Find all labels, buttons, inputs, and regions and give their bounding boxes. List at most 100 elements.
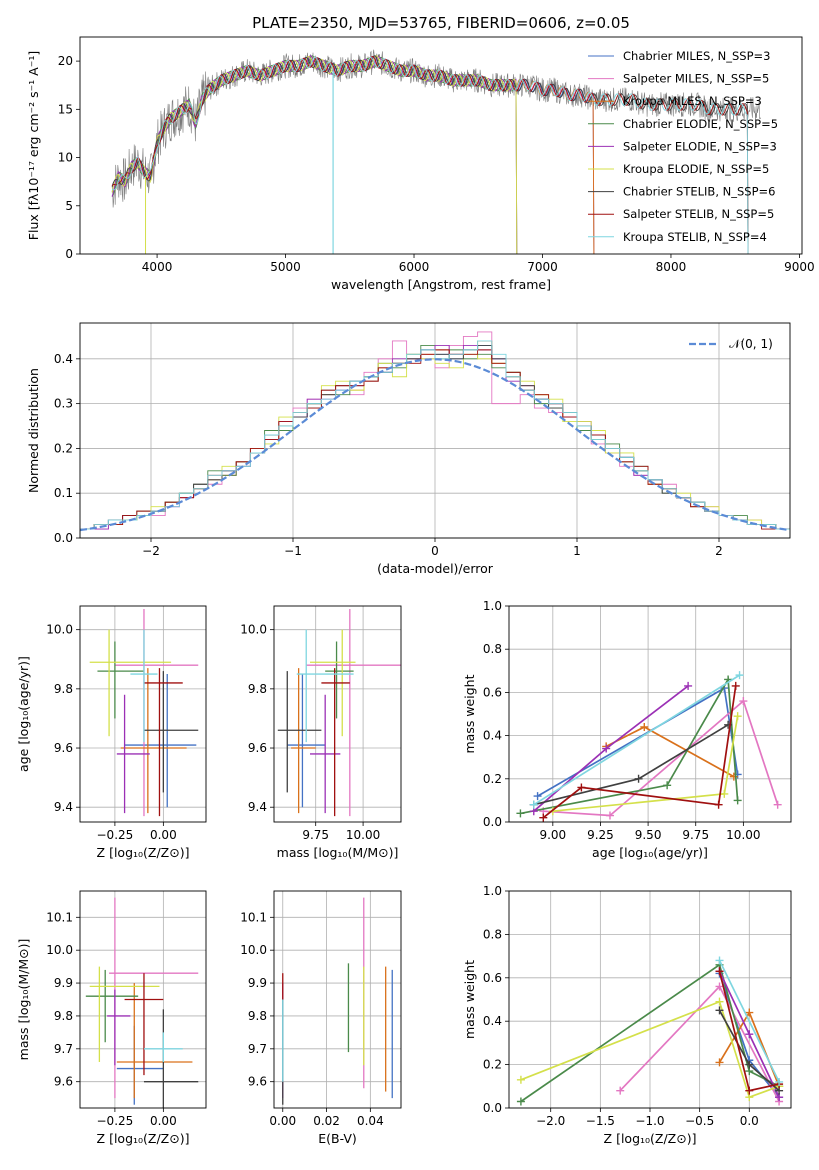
y-axis-label: Normed distribution xyxy=(26,368,41,493)
panel-mass_vs_Z: −0.25 0.00 9.6 9.7 9.8 9.9 10.0 10.1 Z [log₁₀(Z/… xyxy=(16,890,207,1146)
data-point xyxy=(116,983,193,1099)
point-marker xyxy=(745,1086,754,1095)
y-tick-label: 0.4 xyxy=(54,352,73,366)
y-tick-label: 0.0 xyxy=(54,531,73,545)
x-tick-label: 0.00 xyxy=(150,1114,177,1128)
x-tick-label: 6000 xyxy=(399,260,430,274)
x-tick-label: 0.04 xyxy=(357,1114,384,1128)
x-tick-label: 2 xyxy=(715,544,723,558)
x-axis-label: Z [log₁₀(Z/Z⊙)] xyxy=(97,1131,190,1146)
data-point xyxy=(287,674,326,808)
legend-label: 𝒩(0, 1) xyxy=(729,337,773,351)
x-axis-label: Z [log₁₀(Z/Z⊙)] xyxy=(97,845,190,860)
y-tick-label: 9.4 xyxy=(248,800,267,814)
point-marker xyxy=(739,697,748,706)
x-tick-label: 7000 xyxy=(527,260,558,274)
legend-label: Kroupa ELODIE, N_SSP=5 xyxy=(623,162,769,176)
y-tick-label: 9.8 xyxy=(54,1009,73,1023)
x-tick-label: 10.00 xyxy=(726,828,760,842)
point-marker xyxy=(715,982,724,991)
plot-area xyxy=(277,608,401,817)
plot-area xyxy=(516,956,784,1106)
data-point xyxy=(97,641,144,719)
y-tick-label: 0.3 xyxy=(54,397,73,411)
x-tick-label: 0.00 xyxy=(269,1114,296,1128)
axes-frame xyxy=(273,890,402,1109)
legend-label: Chabrier ELODIE, N_SSP=5 xyxy=(623,117,778,131)
data-point xyxy=(124,973,164,1076)
x-tick-label: 5000 xyxy=(270,260,301,274)
point-marker xyxy=(773,800,782,809)
data-point xyxy=(291,668,316,814)
data-point xyxy=(325,641,354,719)
x-axis-label: (data-model)/error xyxy=(377,561,494,576)
point-marker xyxy=(715,997,724,1006)
point-marker xyxy=(616,1086,625,1095)
data-point xyxy=(107,989,131,1066)
y-tick-label: 10 xyxy=(58,151,73,165)
point-marker xyxy=(602,744,611,753)
data-point xyxy=(143,1032,183,1062)
x-tick-label: 8000 xyxy=(656,260,687,274)
data-point xyxy=(310,694,341,814)
point-marker xyxy=(533,792,542,801)
y-tick-label: 10.0 xyxy=(46,623,73,637)
y-tick-label: 1.0 xyxy=(483,599,502,613)
panel-residuals: −2 −1 0 1 2 0.0 0.1 0.2 0.3 0.4 (data-model)/error… xyxy=(26,322,791,576)
model-spectrum xyxy=(111,55,518,254)
point-marker xyxy=(714,800,723,809)
x-tick-label: −1.5 xyxy=(586,1114,615,1128)
y-tick-label: 0.2 xyxy=(483,772,502,786)
y-tick-label: 0.4 xyxy=(483,729,502,743)
x-tick-label: 10.00 xyxy=(346,828,380,842)
y-axis-label: mass weight xyxy=(462,674,477,753)
y-tick-label: 10.1 xyxy=(240,910,267,924)
y-tick-label: 9.6 xyxy=(248,741,267,755)
series-line xyxy=(542,685,737,819)
point-marker xyxy=(634,774,643,783)
point-marker xyxy=(745,1060,754,1069)
data-point xyxy=(143,671,199,793)
series-line xyxy=(533,685,689,812)
model-spectrum xyxy=(111,56,749,254)
x-tick-label: 0 xyxy=(431,544,439,558)
histogram xyxy=(80,340,790,538)
point-marker xyxy=(720,789,729,798)
data-point xyxy=(85,969,139,1043)
reference-gaussian-curve xyxy=(80,358,788,532)
y-tick-label: 0.8 xyxy=(483,642,502,656)
y-tick-label: 10.1 xyxy=(46,910,73,924)
data-point xyxy=(89,629,172,737)
point-marker xyxy=(715,967,724,976)
y-tick-label: 20 xyxy=(58,54,73,68)
y-tick-label: 9.4 xyxy=(54,800,73,814)
x-tick-label: 9.50 xyxy=(635,828,662,842)
point-marker xyxy=(715,1006,724,1015)
x-tick-label: 0.0 xyxy=(740,1114,759,1128)
x-tick-label: −2.0 xyxy=(536,1114,565,1128)
chart-title: PLATE=2350, MJD=53765, FIBERID=0606, z=0… xyxy=(252,14,630,32)
model-spectrum xyxy=(111,55,749,254)
plot-area xyxy=(80,331,790,538)
x-tick-label: 1 xyxy=(573,544,581,558)
x-tick-label: 0.00 xyxy=(150,828,177,842)
legend-label: Chabrier MILES, N_SSP=3 xyxy=(623,49,770,63)
legend-label: Chabrier STELIB, N_SSP=6 xyxy=(623,185,775,199)
point-marker xyxy=(605,811,614,820)
y-tick-label: 9.7 xyxy=(248,1042,267,1056)
x-axis-label: mass [log₁₀(M/M⊙)] xyxy=(277,845,399,860)
series-line xyxy=(533,674,741,806)
x-tick-label: 4000 xyxy=(142,260,173,274)
y-axis-label: mass [log₁₀(M/M⊙)] xyxy=(16,939,31,1061)
axes-frame xyxy=(79,605,207,823)
y-tick-label: 9.6 xyxy=(248,1075,267,1089)
point-marker xyxy=(745,1008,754,1017)
x-tick-label: 9000 xyxy=(784,260,815,274)
y-tick-label: 10.0 xyxy=(240,943,267,957)
plot-area xyxy=(282,897,393,1105)
y-tick-label: 10.0 xyxy=(240,623,267,637)
legend-label: Kroupa STELIB, N_SSP=4 xyxy=(623,230,767,244)
point-marker xyxy=(577,783,586,792)
series-line xyxy=(520,1000,780,1099)
